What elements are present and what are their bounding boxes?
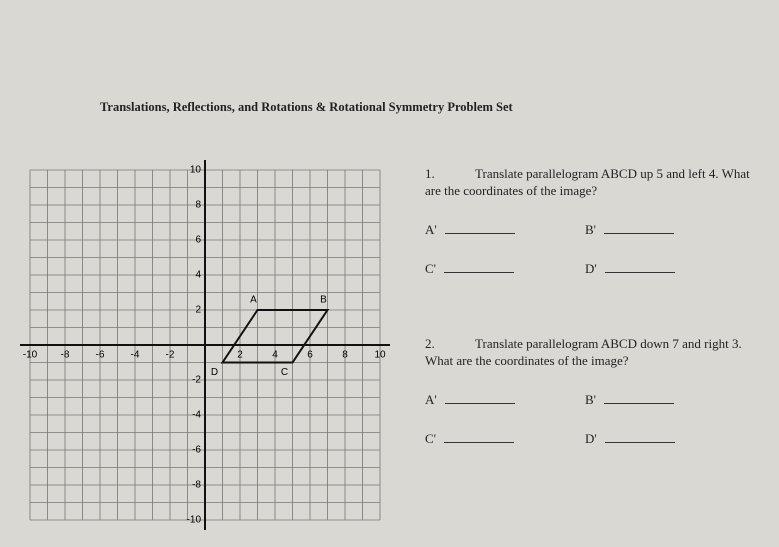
y-tick-label: -8: [192, 480, 201, 491]
answer-label: D': [585, 260, 745, 277]
y-tick-label: -10: [187, 515, 202, 526]
answers: A' B' C' D': [425, 391, 755, 447]
vertex-label: A: [250, 295, 257, 306]
x-tick-label: 8: [342, 350, 348, 361]
y-tick-label: 4: [195, 270, 201, 281]
answer-label: A': [425, 221, 585, 238]
problem-text: Translate parallelogram ABCD down 7 and …: [425, 336, 742, 368]
y-tick-label: 10: [190, 165, 202, 176]
x-tick-label: -10: [23, 350, 38, 361]
answer-label: C': [425, 260, 585, 277]
coordinate-graph: -10 -8 -6 -4 -2 2 4 6 8 10 10 8 6 4 2 -2 -4 -6 -8 -10 A B C D: [20, 160, 390, 530]
problem: 2. Translate parallelogram ABCD down 7 an…: [425, 335, 755, 447]
x-tick-label: 10: [374, 350, 386, 361]
y-tick-label: 6: [195, 235, 201, 246]
x-tick-label: -2: [166, 350, 175, 361]
y-tick-label: -4: [192, 410, 201, 421]
answer-label: B': [585, 391, 745, 408]
x-tick-label: 6: [307, 350, 313, 361]
parallelogram: [220, 309, 330, 364]
problem-number: 2.: [425, 336, 435, 351]
x-tick-label: -8: [61, 350, 70, 361]
problem: 1. Translate parallelogram ABCD up 5 and …: [425, 165, 755, 277]
x-tick-label: -6: [96, 350, 105, 361]
y-tick-label: -2: [192, 375, 201, 386]
answer-label: B': [585, 221, 745, 238]
vertex-label: C: [281, 367, 288, 378]
x-tick-label: 4: [272, 350, 278, 361]
answers: A' B' C' D': [425, 221, 755, 277]
answer-label: A': [425, 391, 585, 408]
x-tick-label: 2: [237, 350, 243, 361]
y-tick-label: 8: [195, 200, 201, 211]
x-tick-label: -4: [131, 350, 140, 361]
y-tick-label: -6: [192, 445, 201, 456]
y-tick-label: 2: [195, 305, 201, 316]
vertex-label: B: [320, 295, 327, 306]
problem-text: Translate parallelogram ABCD up 5 and le…: [425, 166, 750, 198]
problem-number: 1.: [425, 166, 435, 181]
title: Translations, Reflections, and Rotations…: [100, 100, 513, 114]
vertex-label: D: [211, 367, 218, 378]
answer-label: D': [585, 430, 745, 447]
answer-label: C': [425, 430, 585, 447]
